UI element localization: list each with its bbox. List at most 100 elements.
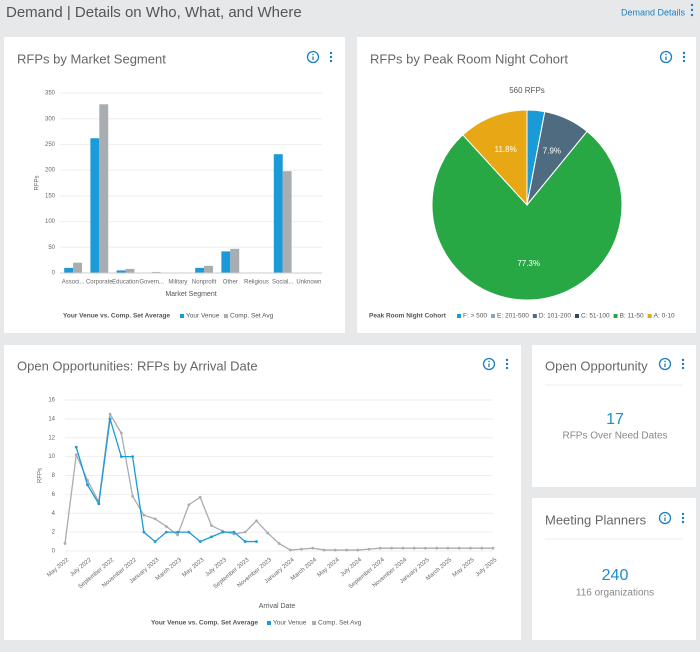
- point: [63, 542, 67, 545]
- point: [153, 517, 157, 521]
- kebab[interactable]: [329, 59, 333, 63]
- panel: [4, 37, 345, 333]
- point: [142, 513, 146, 517]
- y-tick-label: 8: [52, 473, 56, 479]
- point: [435, 546, 439, 550]
- y-tick-label: 200: [45, 168, 56, 174]
- kebab[interactable]: [682, 59, 686, 63]
- info-icon: [665, 53, 667, 56]
- legend-label: Your Venue: [186, 313, 220, 320]
- kebab[interactable]: [681, 512, 685, 516]
- info-icon[interactable]: [482, 357, 496, 371]
- point: [210, 524, 213, 527]
- card-title: Open Opportunity: [545, 358, 648, 373]
- bar: [99, 104, 109, 273]
- point: [345, 548, 348, 552]
- point: [108, 412, 112, 416]
- point: [164, 525, 168, 528]
- legend-title: Your Venue vs. Comp. Set Average: [63, 313, 170, 320]
- info-icon: [664, 360, 666, 363]
- bar: [125, 268, 135, 273]
- kebab[interactable]: [690, 3, 694, 17]
- bar: [273, 154, 283, 273]
- demand-details-link[interactable]: Demand Details: [621, 7, 686, 17]
- point: [412, 546, 416, 550]
- kebab[interactable]: [681, 366, 685, 370]
- legend-swatch: [457, 314, 461, 318]
- info-icon[interactable]: [306, 50, 320, 64]
- kebab[interactable]: [681, 520, 685, 524]
- point: [86, 483, 89, 487]
- kebab[interactable]: [505, 362, 509, 366]
- kebab[interactable]: [682, 51, 686, 55]
- point: [390, 546, 394, 550]
- point: [243, 540, 247, 543]
- point: [176, 530, 180, 534]
- point: [378, 546, 382, 550]
- point: [232, 530, 236, 534]
- bar: [195, 267, 205, 273]
- y-tick-label: 12: [48, 435, 55, 441]
- legend-swatch: [613, 314, 618, 318]
- point: [153, 540, 157, 543]
- point: [119, 431, 123, 435]
- info-icon[interactable]: [658, 357, 672, 371]
- kebab[interactable]: [681, 516, 685, 520]
- x-tick-label: Govern...: [139, 280, 164, 286]
- x-tick-label: Religious: [244, 280, 269, 286]
- point: [266, 531, 270, 535]
- legend-swatch: [180, 314, 184, 318]
- legend-label: F: > 500: [463, 313, 487, 320]
- legend-swatch: [267, 621, 271, 625]
- point: [480, 546, 484, 550]
- kebab[interactable]: [681, 362, 685, 366]
- y-tick-label: 300: [45, 116, 56, 122]
- legend-label: Comp. Set Avg: [230, 313, 274, 320]
- kebab[interactable]: [682, 55, 686, 59]
- kebab[interactable]: [681, 358, 685, 362]
- legend-swatch: [575, 314, 580, 318]
- point: [131, 494, 134, 498]
- card-value: 240: [602, 567, 629, 584]
- y-tick-label: 4: [52, 511, 56, 517]
- kebab[interactable]: [505, 366, 509, 370]
- point: [164, 530, 168, 534]
- y-tick-label: 10: [48, 454, 55, 460]
- legend-swatch: [491, 314, 496, 318]
- bar: [230, 248, 240, 273]
- point: [198, 495, 202, 499]
- point: [424, 546, 427, 550]
- point: [187, 530, 191, 534]
- point: [401, 546, 405, 550]
- point: [446, 546, 450, 550]
- y-axis-label: RFPs: [38, 468, 44, 483]
- y-tick-label: 350: [45, 91, 56, 97]
- x-tick-label: Nonprofit: [192, 280, 217, 286]
- y-tick-label: 50: [48, 245, 55, 251]
- panel: [4, 345, 521, 640]
- point: [300, 547, 303, 551]
- legend-swatch: [647, 314, 652, 318]
- y-tick-label: 0: [52, 271, 56, 277]
- point: [74, 453, 78, 457]
- point: [187, 503, 191, 507]
- bar: [73, 262, 83, 273]
- kebab[interactable]: [329, 51, 333, 55]
- point: [457, 546, 461, 550]
- legend-label: D: 101-200: [539, 313, 572, 320]
- x-tick-label: Unknown: [296, 280, 321, 286]
- y-axis-label: RFPs: [35, 176, 41, 191]
- pie-slice: [431, 130, 623, 301]
- kebab[interactable]: [505, 358, 509, 362]
- legend-label: C: 51-100: [581, 313, 610, 320]
- legend-label: Your Venue: [273, 620, 307, 627]
- point: [277, 542, 281, 545]
- kebab[interactable]: [329, 55, 333, 59]
- info-icon[interactable]: [659, 50, 673, 64]
- legend-title: Your Venue vs. Comp. Set Average: [151, 620, 258, 627]
- info-icon: [664, 514, 666, 517]
- y-tick-label: 2: [52, 530, 56, 536]
- info-icon[interactable]: [658, 511, 672, 525]
- bar: [90, 138, 100, 273]
